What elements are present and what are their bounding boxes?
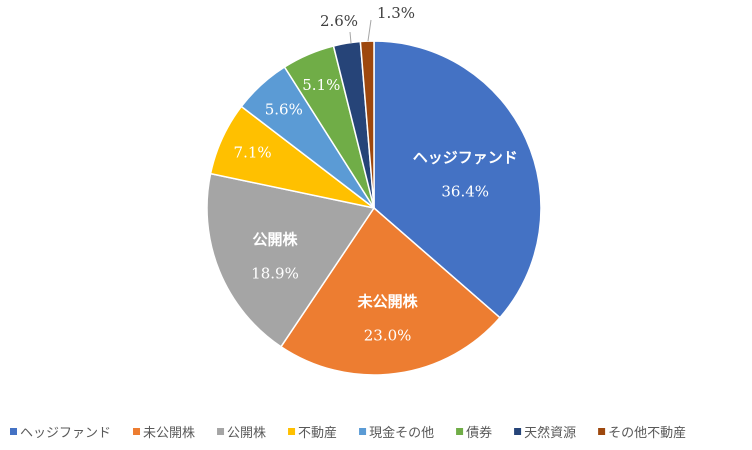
- pie-slice: [206, 172, 376, 348]
- legend-label: 未公開株: [143, 426, 195, 441]
- legend-swatch: [10, 428, 17, 435]
- legend-label: 天然資源: [524, 425, 576, 441]
- legend-swatch: [288, 428, 296, 435]
- legend-label: 公開株: [227, 426, 266, 441]
- pie-slice: [359, 40, 375, 209]
- slice-labels: ヘッジファンド 36.4% 未公開株 23.0% 公開株 18.9% 7.1% 5.6% 5.1…: [234, 4, 518, 345]
- leader-line: [349, 31, 352, 44]
- legend-label: 現金その他: [369, 425, 434, 441]
- legend-label: 債券: [466, 425, 492, 441]
- slice-category-label: 公開株: [252, 230, 298, 248]
- slice-value-label: 23.0%: [364, 327, 412, 345]
- pie-slices: [206, 40, 542, 376]
- pie-slice: [373, 40, 542, 319]
- legend: ヘッジファンド 未公開株 公開株 不動産 現金その他 債券 天然資源 その他不動産: [10, 425, 686, 441]
- slice-category-label: ヘッジファンド: [413, 149, 518, 167]
- legend-swatch: [456, 428, 464, 435]
- legend-swatch: [514, 428, 522, 435]
- slice-value-label: 7.1%: [234, 143, 272, 161]
- pie-slice: [279, 206, 502, 376]
- legend-label: ヘッジファンド: [20, 426, 111, 441]
- slice-category-label: 未公開株: [357, 293, 419, 311]
- slice-value-label: 5.1%: [302, 76, 340, 94]
- legend-swatch: [217, 428, 225, 435]
- slice-value-label: 18.9%: [251, 264, 299, 282]
- slice-value-label: 1.3%: [377, 4, 415, 22]
- legend-swatch: [598, 428, 606, 435]
- legend-swatch: [359, 428, 367, 435]
- slice-value-label: 5.6%: [265, 101, 303, 119]
- slice-value-label: 2.6%: [320, 12, 358, 30]
- legend-label: その他不動産: [608, 425, 686, 441]
- legend-label: 不動産: [298, 425, 337, 441]
- slice-value-label: 36.4%: [441, 183, 489, 201]
- legend-swatch: [133, 428, 141, 435]
- leader-line: [367, 19, 372, 42]
